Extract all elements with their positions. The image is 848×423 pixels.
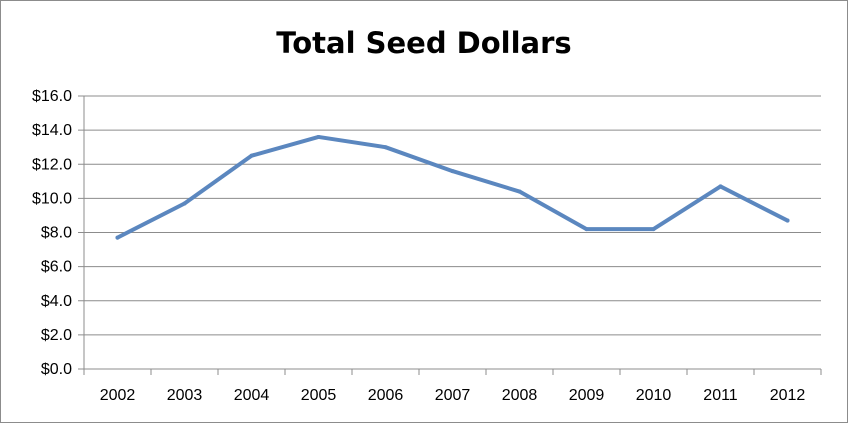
x-tick-label: 2007 <box>435 387 471 404</box>
y-tick-label: $0.0 <box>41 361 72 378</box>
x-tick-label: 2003 <box>167 387 203 404</box>
x-tick-label: 2011 <box>703 387 738 404</box>
chart-title: Total Seed Dollars <box>276 26 572 60</box>
y-tick-label: $2.0 <box>41 327 72 344</box>
y-tick-label: $4.0 <box>41 293 72 310</box>
y-tick-label: $10.0 <box>32 190 72 207</box>
data-point <box>383 145 388 150</box>
data-point <box>249 153 254 158</box>
y-tick-label: $8.0 <box>41 225 72 242</box>
data-point <box>651 227 656 232</box>
data-point <box>115 235 120 240</box>
x-tick-label: 2002 <box>100 387 136 404</box>
data-point <box>584 227 589 232</box>
gridlines <box>84 95 821 336</box>
series-line <box>115 134 790 240</box>
data-point <box>182 201 187 206</box>
x-tick-labels: 2002 2003 2004 2005 2006 2007 2008 2009 2010 2011… <box>100 387 806 404</box>
data-point <box>316 134 321 139</box>
axes <box>78 95 822 375</box>
x-tick-label: 2010 <box>636 387 672 404</box>
data-point <box>517 189 522 194</box>
x-tick-label: 2009 <box>569 387 605 404</box>
y-tick-label: $16.0 <box>32 88 72 105</box>
x-tick-label: 2012 <box>770 387 806 404</box>
x-tick-label: 2005 <box>301 387 337 404</box>
x-tick-label: 2006 <box>368 387 404 404</box>
x-tick-label: 2008 <box>502 387 538 404</box>
x-tick-label: 2004 <box>234 387 270 404</box>
y-tick-label: $14.0 <box>32 122 72 139</box>
data-point <box>785 218 790 223</box>
series <box>115 134 790 240</box>
data-point <box>718 184 723 189</box>
y-tick-label: $12.0 <box>32 156 72 173</box>
y-tick-label: $6.0 <box>41 259 72 276</box>
data-point <box>450 169 455 174</box>
y-tick-labels: $0.0 $2.0 $4.0 $6.0 $8.0 $10.0 $12.0 $14.0 $16.0 <box>32 88 72 378</box>
